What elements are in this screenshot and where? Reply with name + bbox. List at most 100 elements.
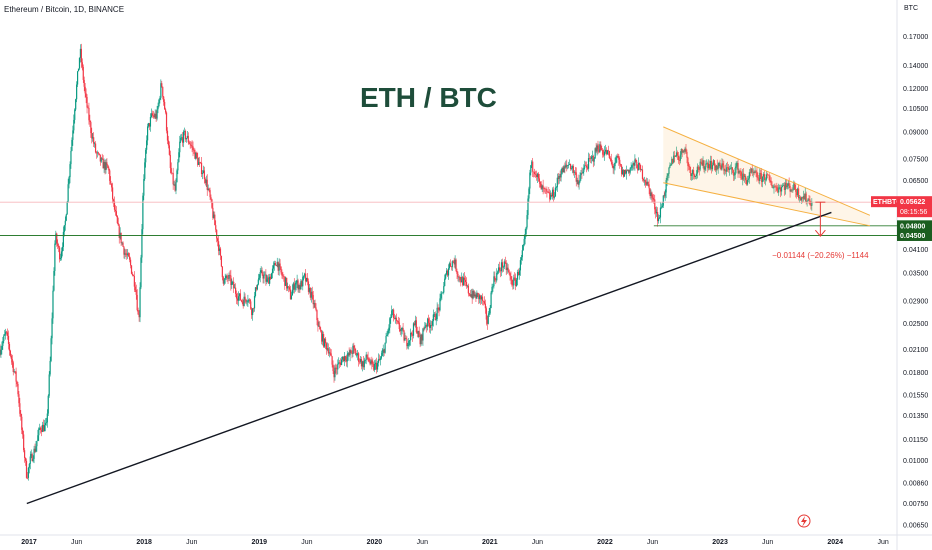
candle-body	[714, 165, 716, 171]
candle-body	[165, 112, 168, 131]
candle-body	[48, 374, 50, 396]
candle-body	[526, 215, 528, 228]
candle-body	[225, 275, 227, 279]
candle-body	[496, 272, 498, 281]
candle-body	[285, 277, 287, 286]
candle-body	[516, 271, 519, 280]
candle-body	[395, 317, 398, 321]
candle-body	[205, 179, 207, 184]
candle-body	[250, 301, 252, 309]
drawings[interactable]: −0.01144 (−20.26%) −1144	[0, 126, 897, 505]
symbol-tag	[871, 196, 897, 208]
candle-body	[311, 291, 313, 296]
candle-body	[162, 86, 164, 97]
candle-body	[375, 362, 378, 370]
candle-body	[703, 160, 705, 170]
candle-body	[156, 109, 158, 119]
candle-body	[658, 217, 661, 219]
candle-body	[99, 154, 101, 162]
candle-body	[111, 183, 113, 188]
candle-body	[510, 276, 512, 280]
candle-body	[619, 159, 621, 165]
candle-body	[437, 307, 439, 309]
candle-body	[168, 145, 170, 155]
candle-body	[477, 292, 479, 294]
candle-body	[86, 97, 88, 108]
price-tick-label: 0.01350	[903, 413, 928, 420]
candle-body	[158, 99, 160, 107]
candle-body	[646, 181, 648, 185]
candle-body	[678, 160, 680, 161]
candle-body	[638, 163, 640, 171]
candle-body	[710, 160, 713, 170]
candle-body	[18, 394, 20, 404]
candle-body	[127, 253, 129, 256]
candle-body	[624, 170, 627, 174]
candle-body	[787, 183, 789, 186]
candle-body	[434, 313, 436, 321]
candle-body	[705, 163, 707, 168]
candle-body	[258, 277, 260, 280]
candle-body	[585, 165, 587, 167]
candle-body	[797, 188, 800, 199]
candle-body	[319, 325, 321, 330]
candle-body	[103, 161, 105, 169]
candle-body	[726, 167, 728, 172]
candle-body	[34, 448, 36, 452]
candle-body	[299, 285, 301, 290]
candle-body	[326, 348, 328, 350]
candle-body	[74, 109, 76, 120]
candle-body	[741, 175, 743, 180]
price-axis-unit: BTC	[904, 5, 918, 12]
candle-body	[136, 294, 138, 311]
candle-body	[452, 261, 454, 263]
candle-body	[27, 467, 29, 478]
candle-body	[736, 163, 738, 167]
candle-body	[572, 166, 574, 173]
candle-body	[402, 328, 404, 331]
candle-body	[4, 334, 6, 336]
candle-body	[784, 182, 786, 190]
candle-body	[72, 130, 74, 140]
candle-body	[662, 195, 664, 206]
candle-body	[8, 343, 11, 351]
measure-arrow-head	[814, 229, 826, 237]
candle-body	[96, 152, 99, 154]
candle-body	[312, 295, 314, 305]
candle-body	[13, 371, 15, 373]
candle-body	[737, 163, 739, 174]
time-tick-label: 2020	[367, 539, 383, 546]
candle-body	[802, 196, 804, 199]
candle-body	[629, 168, 631, 173]
candle-body	[67, 184, 69, 202]
candle-body	[573, 171, 575, 173]
candle-body	[750, 168, 752, 173]
candle-body	[725, 169, 727, 172]
tradingview-logo-icon[interactable]	[797, 514, 811, 528]
candle-body	[542, 185, 544, 189]
candle-body	[273, 263, 275, 266]
candle-body	[157, 106, 159, 110]
candle-body	[659, 207, 662, 218]
candle-body	[593, 158, 595, 162]
candle-body	[293, 283, 295, 290]
candle-body	[252, 308, 255, 309]
candle-body	[176, 170, 178, 183]
price-axis[interactable]: 0.17000 0.14000 0.12000 0.10500 0.09000 0.075…	[903, 34, 928, 529]
candle-body	[569, 163, 571, 165]
candle-body	[465, 282, 468, 287]
candle-body	[498, 267, 501, 271]
candle-body	[633, 162, 635, 166]
candle-body	[125, 253, 127, 255]
candle-body	[729, 168, 732, 170]
candle-body	[688, 166, 690, 167]
candle-body	[524, 234, 526, 239]
time-axis[interactable]: 2017 Jun 2018 Jun 2019 Jun 2020 Jun 2021 Jun 2022 J…	[21, 539, 889, 546]
candle-body	[368, 358, 370, 362]
candle-body	[798, 197, 801, 199]
candle-body	[353, 345, 355, 348]
candle-body	[302, 276, 304, 287]
candle-body	[35, 446, 37, 452]
candle-body	[730, 167, 733, 169]
